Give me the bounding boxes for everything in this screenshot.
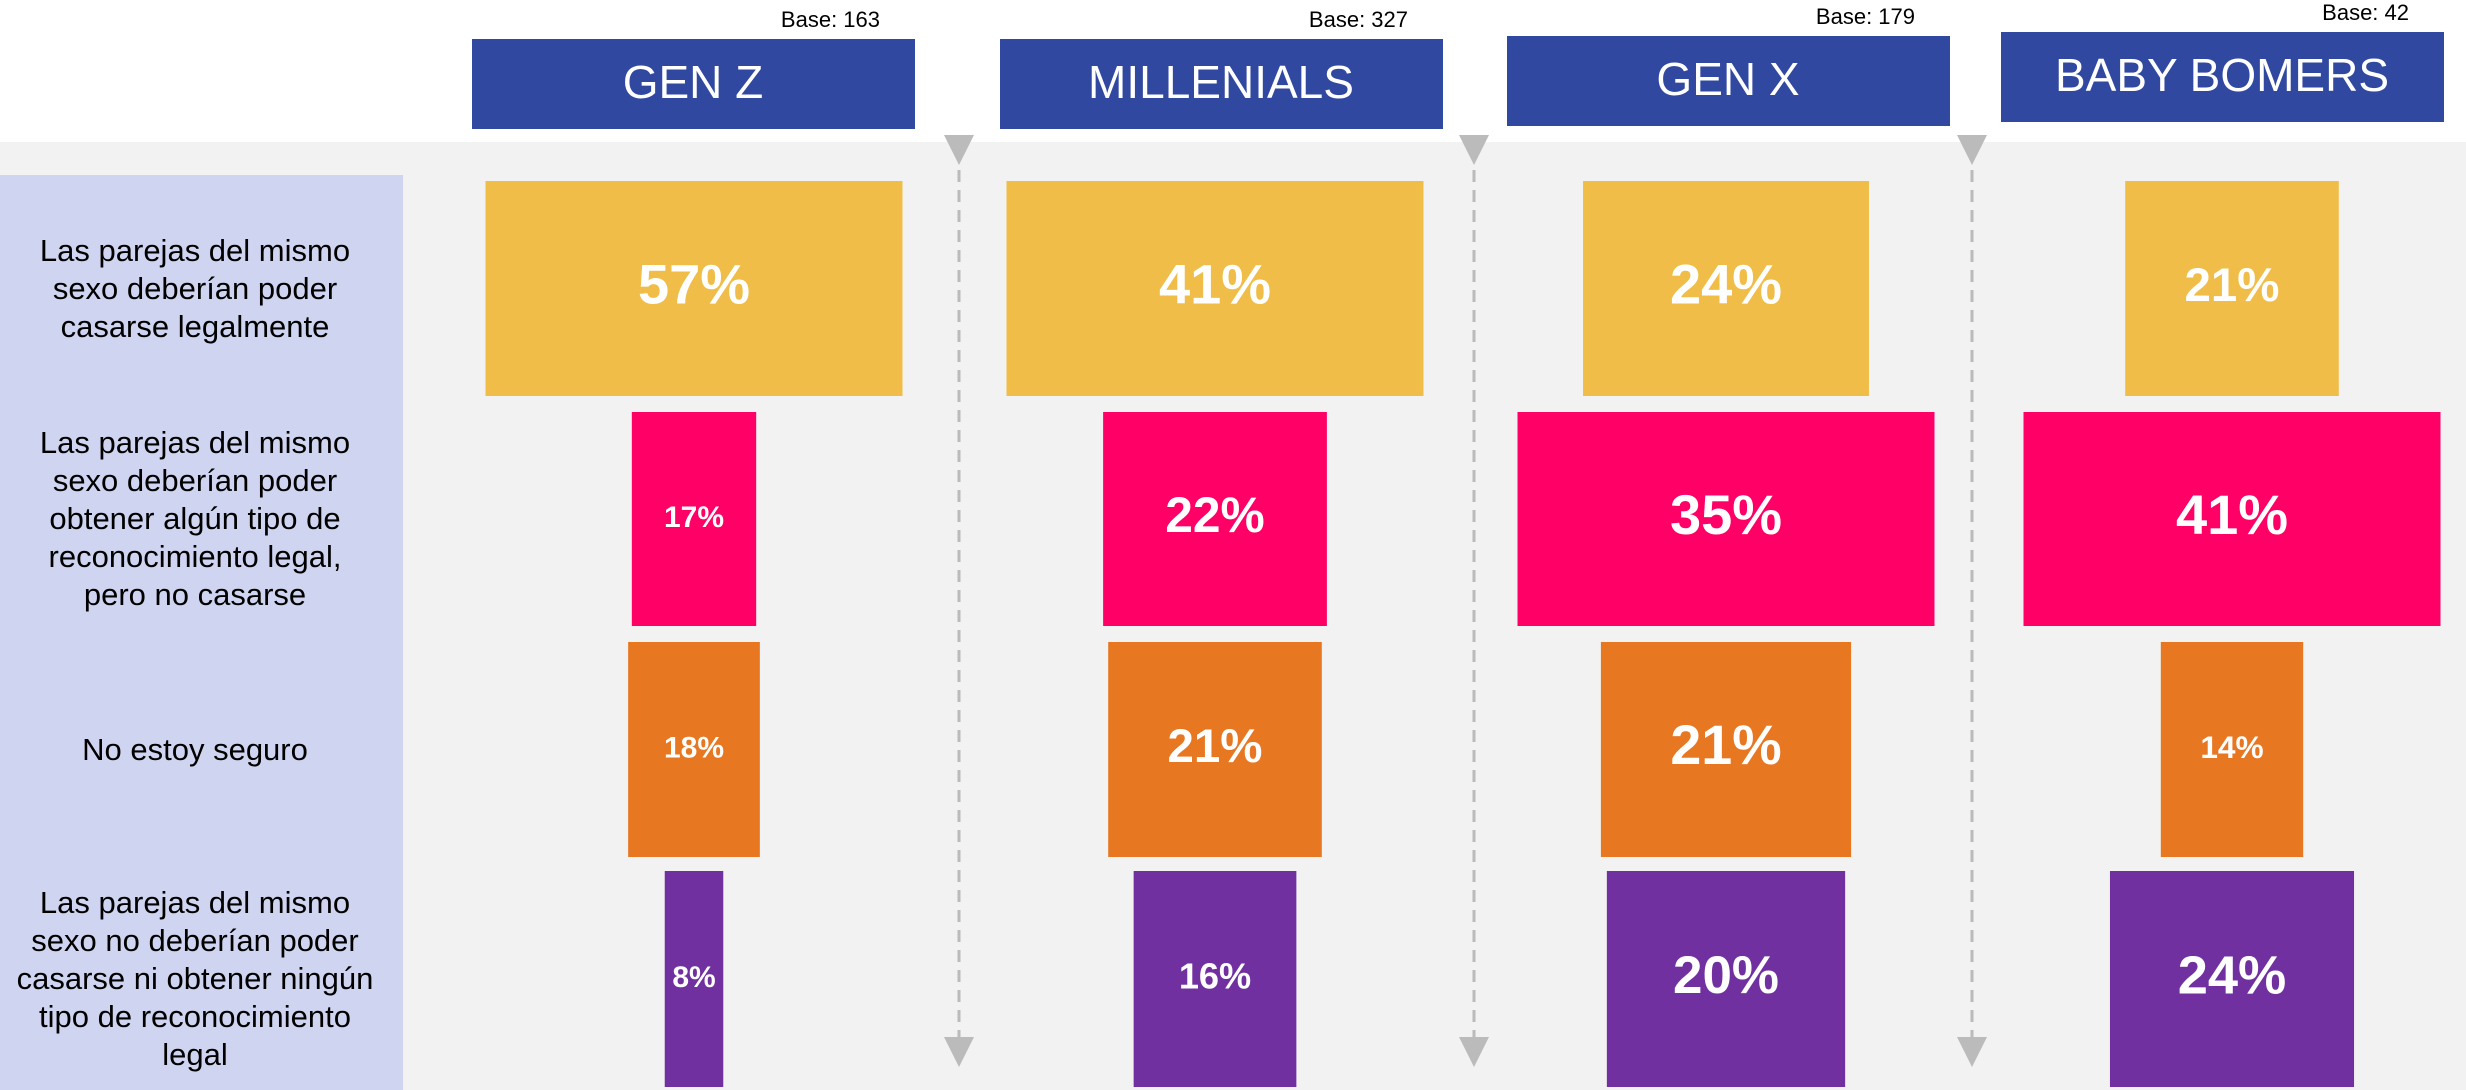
- value-label: 21%: [1670, 714, 1781, 776]
- bar: [1108, 642, 1322, 857]
- header-box: [472, 39, 915, 129]
- bar: [664, 871, 724, 1087]
- base-label: Base: 327: [1309, 7, 1408, 32]
- value-label: 41%: [1159, 252, 1271, 315]
- base-label: Base: 42: [2322, 0, 2409, 25]
- bar: [631, 412, 757, 626]
- bar: [2023, 412, 2441, 626]
- value-label: 35%: [1670, 483, 1782, 546]
- row-label: Las parejas del mismo sexo no deberían p…: [16, 885, 374, 1072]
- bar: [1600, 642, 1852, 857]
- bar: [1583, 181, 1869, 396]
- value-label: 41%: [2176, 483, 2288, 546]
- header-box: [1507, 36, 1950, 126]
- header-label: BABY BOMERS: [2055, 49, 2389, 101]
- value-label: 24%: [2178, 945, 2287, 1005]
- bar: [485, 181, 903, 396]
- value-label: 24%: [1670, 252, 1782, 315]
- bar: [1133, 871, 1297, 1087]
- header-box: [2001, 32, 2444, 122]
- header-label: GEN Z: [623, 56, 764, 108]
- value-label: 57%: [638, 252, 750, 315]
- value-label: 8%: [672, 961, 715, 994]
- label-panel: [0, 175, 403, 1090]
- row-label: Las parejas del mismo sexo deberían pode…: [39, 232, 351, 344]
- value-label: 16%: [1179, 956, 1251, 997]
- row-label: Las parejas del mismo sexo deberían pode…: [39, 425, 351, 612]
- value-label: 18%: [664, 731, 724, 764]
- bar: [1103, 412, 1327, 626]
- header-box: [1000, 39, 1443, 129]
- base-label: Base: 163: [781, 7, 880, 32]
- value-label: 17%: [664, 501, 724, 534]
- bar: [1006, 181, 1424, 396]
- bar: [2160, 642, 2304, 857]
- header-label: MILLENIALS: [1088, 56, 1354, 108]
- header-label: GEN X: [1656, 53, 1799, 105]
- value-label: 14%: [2200, 729, 2263, 765]
- value-label: 22%: [1165, 487, 1265, 543]
- value-label: 20%: [1673, 946, 1779, 1005]
- bar: [1606, 871, 1846, 1087]
- bar: [628, 642, 760, 857]
- bar: [2125, 181, 2339, 396]
- bar: [2109, 871, 2355, 1087]
- value-label: 21%: [1168, 720, 1263, 773]
- bar: [1517, 412, 1935, 626]
- row-label: No estoy seguro: [82, 731, 308, 767]
- base-label: Base: 179: [1816, 4, 1915, 29]
- value-label: 21%: [2185, 259, 2280, 312]
